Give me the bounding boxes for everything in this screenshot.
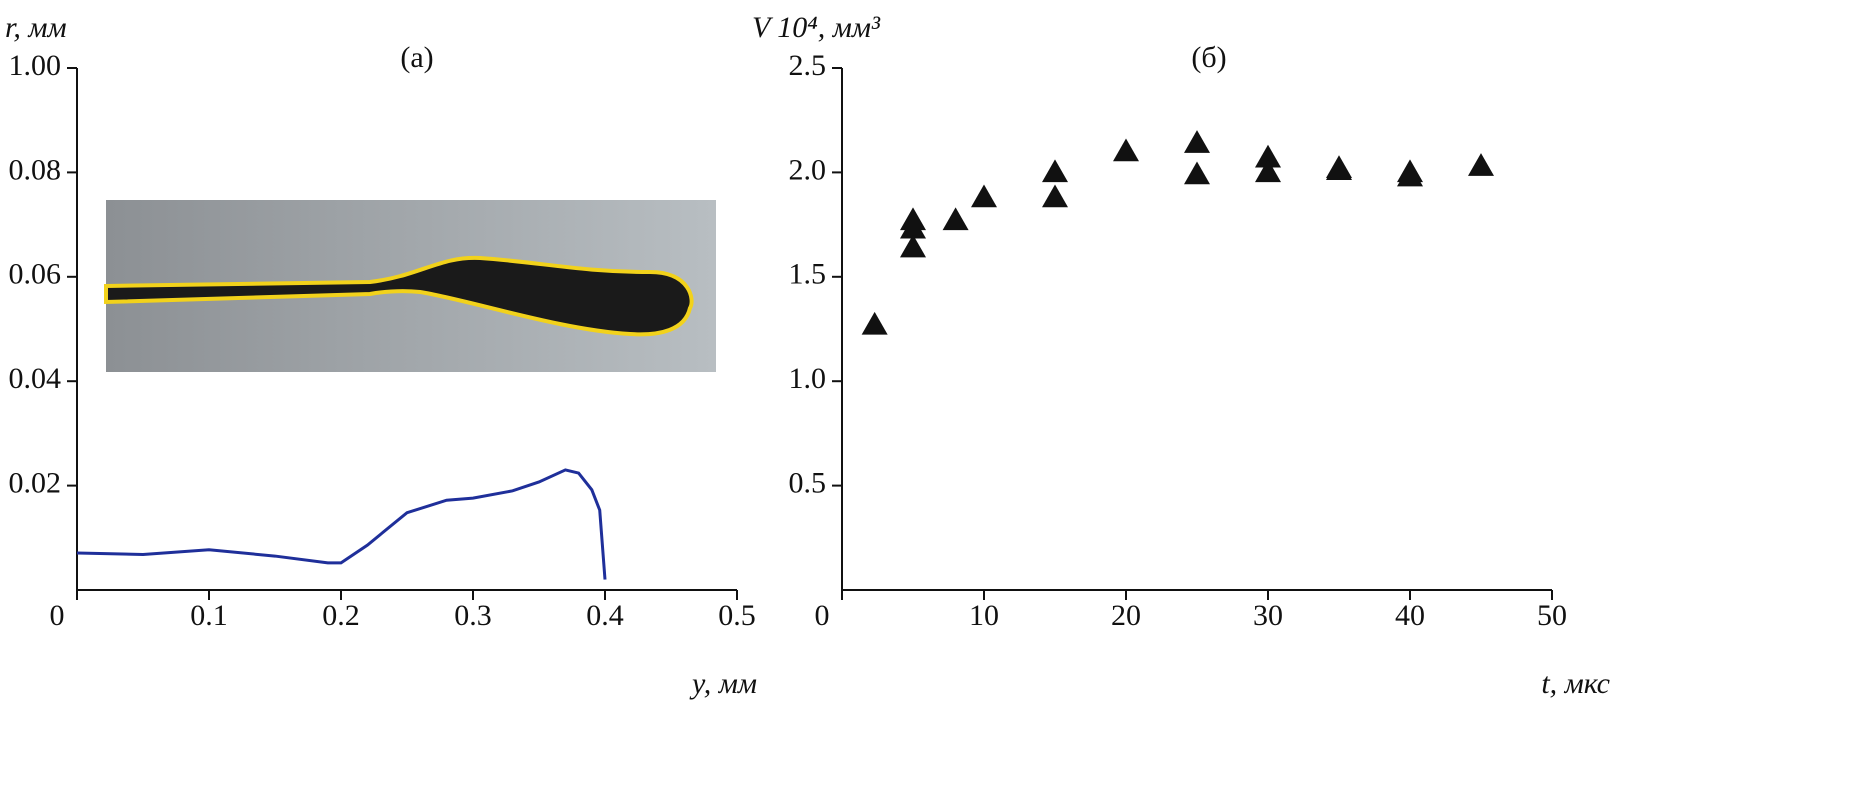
triangle-point	[942, 207, 969, 231]
y-tick-label: 0.08	[9, 153, 62, 186]
triangle-point	[1113, 138, 1139, 162]
x-tick-label: 0.5	[718, 599, 756, 632]
x-tick-label: 0	[50, 599, 65, 632]
triangle-point	[1042, 159, 1068, 183]
y-tick-label: 0.04	[9, 362, 62, 395]
y-tick-label: 1.0	[789, 362, 827, 395]
x-tick-label: 10	[969, 599, 999, 632]
x-tick-label: 0.4	[586, 599, 624, 632]
triangle-point	[1255, 144, 1281, 168]
x-axis-label: y, мм	[689, 667, 757, 700]
x-tick-label: 0	[815, 599, 830, 632]
triangle-point	[1397, 163, 1423, 187]
triangle-point	[1184, 161, 1210, 185]
x-axis-label: t, мкс	[1541, 667, 1610, 700]
y-tick-label: 2.0	[789, 153, 827, 186]
y-tick-label: 0.5	[789, 466, 827, 499]
chart-title: (б)	[1191, 41, 1226, 74]
y-axis-label: V 10⁴, мм³	[752, 11, 881, 44]
y-axis-label: r, мм	[5, 11, 67, 44]
triangle-point	[900, 234, 926, 258]
x-tick-label: 40	[1395, 599, 1425, 632]
y-tick-label: 0.02	[9, 466, 62, 499]
y-tick-label: 1.00	[9, 49, 62, 82]
x-tick-label: 0.1	[190, 599, 228, 632]
y-tick-label: 0.06	[9, 258, 62, 291]
triangle-point	[1184, 130, 1210, 153]
plots: (а)r, ммy, мм0.020.040.060.081.000 0.1 0.2…	[5, 11, 1610, 700]
x-tick-label: 0.2	[322, 599, 360, 632]
y-tick-label: 1.5	[789, 258, 827, 291]
triangle-point	[861, 311, 888, 335]
photo-inset	[104, 200, 716, 372]
x-tick-label: 20	[1111, 599, 1141, 632]
triangle-point	[1326, 157, 1352, 181]
x-tick-label: 0.3	[454, 599, 492, 632]
x-tick-label: 50	[1537, 599, 1567, 632]
triangle-point	[1042, 184, 1068, 208]
x-tick-label: 30	[1253, 599, 1283, 632]
triangle-point	[900, 215, 926, 239]
triangle-point	[1468, 153, 1494, 176]
chart-title: (а)	[400, 41, 433, 74]
y-tick-label: 2.5	[789, 49, 827, 82]
triangle-point	[1255, 159, 1281, 183]
triangle-point	[971, 184, 997, 208]
data-line	[76, 468, 607, 580]
